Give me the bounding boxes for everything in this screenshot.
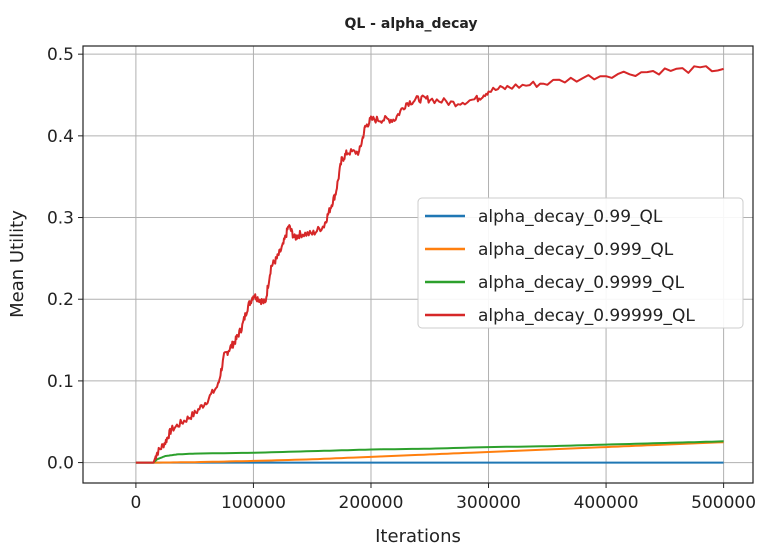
plot-frame — [82, 45, 754, 484]
legend-box — [417, 197, 744, 329]
legend-label-0: alpha_decay_0.99_QL — [478, 207, 663, 227]
series-line-3 — [135, 65, 724, 464]
x-tick-label: 300000 — [456, 493, 521, 513]
y-tick-label: 0.0 — [47, 454, 74, 474]
legend-label-3: alpha_decay_0.99999_QL — [478, 306, 695, 326]
chart-title: QL - alpha_decay — [344, 16, 477, 32]
series-line-2 — [135, 440, 724, 464]
legend: alpha_decay_0.99_QL alpha_decay_0.999_QLa… — [417, 197, 744, 329]
y-tick-label: 0.4 — [47, 127, 74, 147]
axis-ticks: 0 100000 200000 300000 400000 500000 0.0 0.1 0.2… — [47, 45, 756, 513]
series-line-1 — [135, 441, 724, 464]
legend-label-1: alpha_decay_0.999_QL — [478, 240, 674, 260]
y-tick-label: 0.1 — [47, 372, 74, 392]
series-lines — [135, 65, 724, 464]
y-tick-label: 0.3 — [47, 209, 74, 229]
x-tick-label: 0 — [130, 493, 141, 513]
y-tick-label: 0.2 — [47, 290, 74, 310]
x-tick-label: 100000 — [221, 493, 286, 513]
x-tick-label: 500000 — [691, 493, 756, 513]
y-axis-label: Mean Utility — [7, 210, 28, 318]
x-axis-label: Iterations — [375, 526, 461, 547]
legend-label-2: alpha_decay_0.9999_QL — [478, 273, 685, 293]
y-tick-label: 0.5 — [47, 45, 74, 65]
x-tick-label: 400000 — [574, 493, 639, 513]
x-tick-label: 200000 — [339, 493, 404, 513]
